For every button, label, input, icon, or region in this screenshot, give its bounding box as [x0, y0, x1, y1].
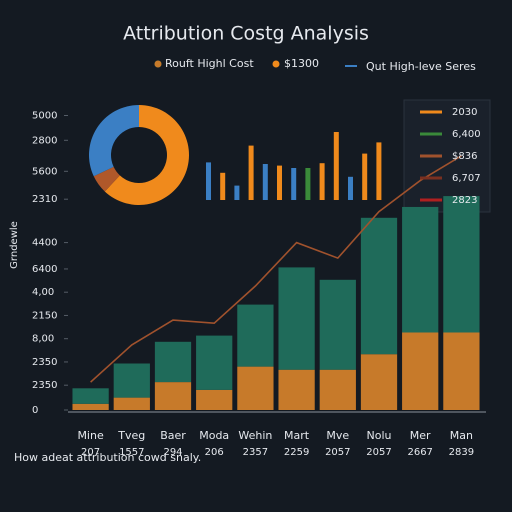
x-tick-label: Mve [326, 429, 349, 442]
legend-label: 2030 [452, 107, 477, 118]
x-tick-label: Mart [284, 429, 310, 442]
x-tick-label: Tveg [117, 429, 145, 442]
mini-bar [319, 163, 325, 200]
mini-bar [248, 145, 254, 200]
y-tick-label: 2310 [32, 194, 57, 205]
line-series [90, 155, 462, 383]
mini-bar [291, 168, 297, 200]
x-tick-sublabel: 2057 [366, 447, 391, 458]
y-tick-label: 5000 [32, 111, 57, 122]
bar-segment [237, 366, 274, 410]
bar-segment [154, 341, 192, 383]
x-tick-sublabel: 294 [163, 447, 182, 458]
donut-slice [93, 166, 120, 192]
y-tick-label: 2350 [32, 380, 57, 391]
mini-bar [333, 132, 339, 200]
x-tick-sublabel: 1557 [119, 447, 144, 458]
bar-segment [360, 354, 398, 410]
bar-segment [113, 397, 150, 410]
mini-bar [206, 162, 211, 200]
y-tick-label: 2150 [32, 310, 57, 321]
bar-segment [72, 403, 109, 410]
mini-bar [305, 168, 311, 200]
y-tick-label: 6400 [32, 264, 57, 275]
legend-label: 6,707 [452, 173, 481, 184]
y-tick-label: 4,00 [32, 287, 54, 298]
bar-segment [443, 332, 480, 410]
mini-bar [277, 165, 282, 200]
bar-segment [237, 304, 274, 367]
x-tick-sublabel: 2667 [407, 447, 432, 458]
x-tick-label: Nolu [367, 429, 392, 442]
bar-segment [196, 335, 233, 390]
legend-label: $836 [452, 151, 477, 162]
legend-swatch [154, 60, 162, 68]
y-axis-label: Grndewle [9, 221, 20, 269]
mini-bar [262, 164, 268, 200]
bar-segment [278, 369, 315, 410]
x-tick-sublabel: 2357 [243, 447, 268, 458]
bar-segment [402, 332, 439, 410]
legend-swatch [272, 60, 280, 68]
x-tick-label: Moda [199, 429, 229, 442]
mini-bar [376, 142, 382, 200]
bar-segment [360, 217, 398, 355]
y-tick-label: 8,00 [32, 334, 54, 345]
donut-slice [104, 105, 189, 205]
legend-box [403, 99, 491, 213]
legend-label: 2823 [452, 195, 477, 206]
y-tick-label: 2350 [32, 357, 57, 368]
y-tick-label: 0 [32, 405, 38, 416]
x-tick-label: Baer [160, 429, 186, 442]
x-tick-sublabel: 2057 [325, 447, 350, 458]
y-tick-label: 2800 [32, 135, 57, 146]
legend-label: Rouft Highl Cost [165, 57, 254, 70]
bar-segment [402, 206, 439, 333]
x-tick-label: Mer [410, 429, 431, 442]
x-tick-label: Man [450, 429, 473, 442]
bar-segment [196, 389, 233, 410]
bar-segment [443, 196, 480, 333]
bar-segment [113, 363, 150, 398]
x-tick-sublabel: 2259 [284, 447, 309, 458]
mini-bar [220, 172, 226, 200]
bar-segment [319, 369, 356, 410]
donut-slice [88, 105, 139, 177]
bar-segment [154, 382, 192, 410]
y-tick-label: 4400 [32, 238, 57, 249]
mini-bar [348, 176, 353, 200]
x-tick-sublabel: 2839 [449, 447, 474, 458]
bar-segment [72, 388, 109, 404]
bar-segment [278, 267, 315, 370]
mini-bar [362, 153, 368, 200]
chart-title: Attribution Costg Analysis [123, 23, 369, 45]
x-tick-sublabel: 206 [205, 447, 224, 458]
x-tick-label: Mine [77, 429, 104, 442]
legend-label: 6,400 [452, 129, 481, 140]
mini-bar [234, 185, 240, 200]
bar-segment [319, 279, 356, 370]
x-tick-label: Wehin [238, 429, 272, 442]
y-tick-label: 5600 [32, 166, 57, 177]
x-tick-sublabel: 207 [81, 447, 100, 458]
legend-label: $1300 [284, 57, 319, 70]
footer: How adeat attribution cowd snaly. [14, 451, 201, 464]
legend-label: Qut High-leve Seres [366, 60, 476, 73]
